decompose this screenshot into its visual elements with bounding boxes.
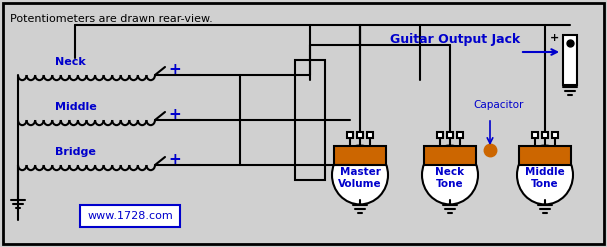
- Bar: [357, 132, 363, 138]
- Text: +: +: [550, 33, 559, 43]
- Ellipse shape: [422, 145, 478, 205]
- Text: www.1728.com: www.1728.com: [87, 211, 173, 221]
- Text: +: +: [169, 62, 181, 77]
- Bar: [457, 132, 463, 138]
- Text: Middle
Tone: Middle Tone: [525, 167, 565, 189]
- Bar: [552, 132, 558, 138]
- Bar: [80, 205, 180, 227]
- Polygon shape: [334, 146, 386, 165]
- Text: +: +: [169, 151, 181, 166]
- Text: Neck: Neck: [55, 57, 86, 67]
- Text: Bridge: Bridge: [55, 147, 96, 157]
- Text: Master
Volume: Master Volume: [338, 167, 382, 189]
- Bar: [563, 35, 577, 85]
- Text: +: +: [169, 106, 181, 122]
- Text: Middle: Middle: [55, 102, 97, 112]
- Text: Neck
Tone: Neck Tone: [435, 167, 464, 189]
- Bar: [532, 132, 538, 138]
- Text: Guitar Output Jack: Guitar Output Jack: [390, 34, 520, 46]
- Polygon shape: [424, 146, 476, 165]
- Ellipse shape: [332, 145, 388, 205]
- Polygon shape: [519, 146, 571, 165]
- Bar: [447, 132, 453, 138]
- Bar: [367, 132, 373, 138]
- Bar: [542, 132, 548, 138]
- Bar: [295, 60, 325, 180]
- Bar: [437, 132, 443, 138]
- Ellipse shape: [517, 145, 573, 205]
- Text: Capacitor: Capacitor: [473, 100, 523, 110]
- Text: Potentiometers are drawn rear-view.: Potentiometers are drawn rear-view.: [10, 14, 212, 24]
- Bar: [347, 132, 353, 138]
